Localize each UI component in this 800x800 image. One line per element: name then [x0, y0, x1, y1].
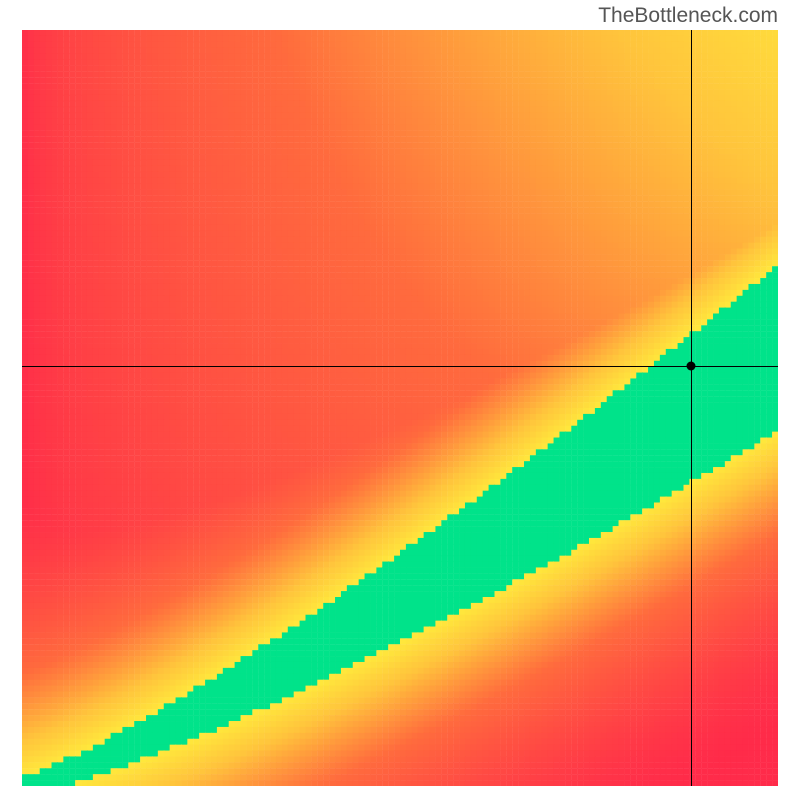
- crosshair-horizontal: [22, 366, 778, 367]
- crosshair-vertical: [691, 30, 692, 786]
- chart-container: TheBottleneck.com: [0, 0, 800, 800]
- watermark-text: TheBottleneck.com: [598, 4, 778, 28]
- heatmap-canvas: [22, 30, 778, 786]
- plot-area: [22, 30, 778, 786]
- crosshair-marker-dot: [687, 362, 696, 371]
